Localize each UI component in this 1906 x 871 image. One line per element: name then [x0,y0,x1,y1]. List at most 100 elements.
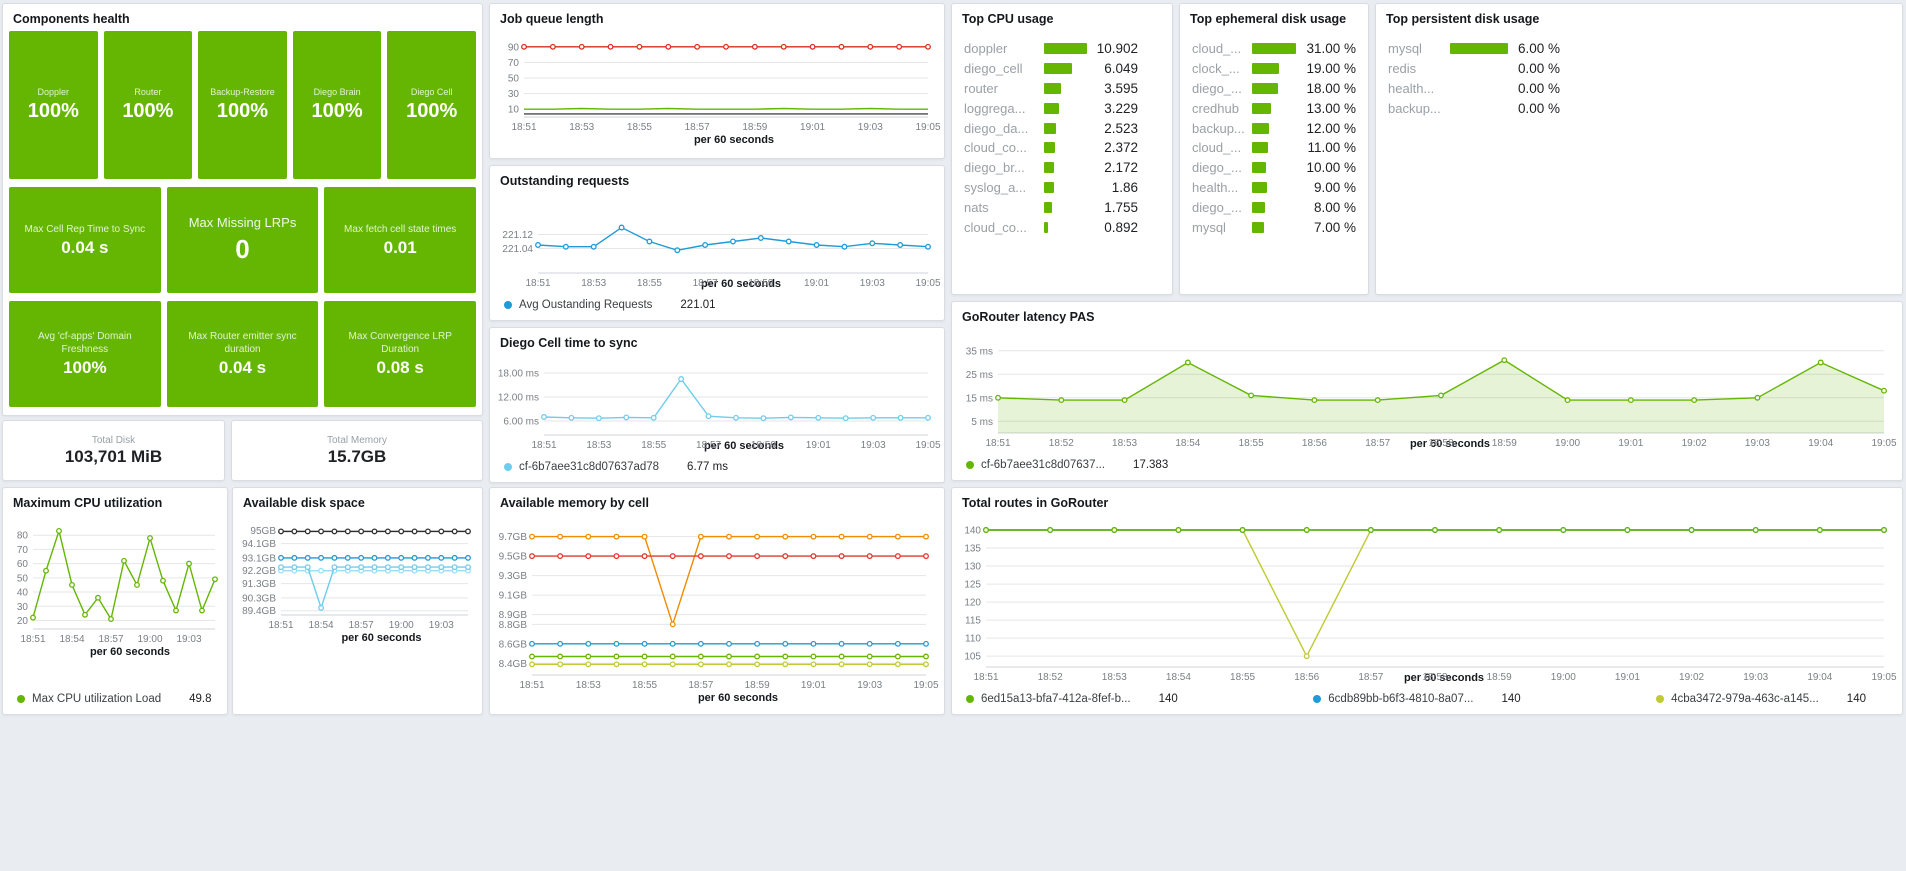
svg-text:9.7GB: 9.7GB [499,532,528,543]
barlist-row: diego_cell 6.049 [964,59,1138,79]
svg-text:19:02: 19:02 [1679,672,1704,683]
svg-text:90: 90 [508,42,520,53]
legend-dot-icon [1656,695,1665,703]
chart-legend: cf-6b7aee31c8d07637... 17.383 [952,456,1902,480]
svg-text:19:00: 19:00 [1555,438,1580,449]
svg-text:18:57: 18:57 [349,620,374,631]
barlist-row: diego_... 18.00 % [1192,79,1356,99]
barlist-bar [1044,82,1061,94]
tile-total-disk: Total Disk 103,701 MiB [2,420,225,481]
svg-text:50: 50 [508,74,520,85]
barlist-bar-track [1044,162,1094,174]
total-disk-label: Total Disk [91,434,136,446]
barlist-label: nats [964,199,989,215]
barlist-label: diego_... [1192,199,1242,215]
barlist-bar [1044,43,1087,55]
svg-text:19:03: 19:03 [1743,672,1768,683]
barlist-value: 18.00 % [1306,80,1356,96]
barlist-label: clock_... [1192,61,1240,77]
health-tile-max-cell-rep-time: Max Cell Rep Time to Sync 0.04 s [9,187,161,293]
barlist-bar-track [1044,102,1094,114]
svg-text:221.12: 221.12 [502,230,533,241]
panel-gorouter-latency-pas: GoRouter latency PAS 35 ms 25 ms 15 ms 5 ms… [951,301,1903,481]
svg-text:18:54: 18:54 [1175,438,1200,449]
barlist-label: diego_cell [964,61,1023,77]
svg-text:20: 20 [17,616,29,627]
svg-text:19:05: 19:05 [915,122,940,133]
panel-top-persistent-disk-usage: Top persistent disk usage mysql 6.00 % red… [1375,3,1903,295]
barlist-value: 6.049 [1104,61,1138,77]
health-tile-router-emitter-sync: Max Router emitter sync duration 0.04 s [166,301,319,407]
svg-text:6.00 ms: 6.00 ms [503,417,539,428]
panel-job-queue-length: Job queue length 10 30 50 70 90 18:51 18:53 18:… [489,3,945,159]
svg-text:70: 70 [508,58,520,69]
barlist-value: 0.00 % [1517,100,1560,116]
barlist-bar-track [1252,63,1296,75]
panel-title: Outstanding requests [500,174,630,188]
svg-text:9.5GB: 9.5GB [499,552,528,563]
barlist-value: 13.00 % [1306,100,1356,116]
chart-svg: 95GB 94.1GB 93.1GB 92.2GB 91.3GB 90.3GB 89.4GB… [242,526,471,631]
svg-text:18:51: 18:51 [973,672,998,683]
legend-item: 6ed15a13-bfa7-412a-8fef-b... 140 [966,693,1178,705]
barlist-row: mysql 6.00 % [1388,39,1560,59]
x-axis-label: per 60 seconds [1409,438,1491,450]
barlist-value: 1.86 [1111,179,1138,195]
svg-text:19:03: 19:03 [176,634,201,645]
svg-text:19:01: 19:01 [806,440,831,451]
svg-text:18:59: 18:59 [745,680,770,691]
health-tile-row-1: Doppler 100% Router 100% Backup-Restore … [9,31,476,179]
legend-value: 140 [1846,693,1866,705]
svg-text:140: 140 [964,526,981,537]
barlist-bar [1044,122,1056,134]
barlist-bar [1044,102,1059,114]
barlist-bar-track [1252,82,1296,94]
panel-title: Components health [13,12,130,26]
barlist-row: clock_... 19.00 % [1192,59,1356,79]
svg-text:35 ms: 35 ms [966,346,993,357]
tile-label: Diego Cell [410,86,453,97]
legend-value: 140 [1501,693,1521,705]
barlist-row: doppler 10.902 [964,39,1138,59]
barlist-value: 11.00 % [1307,140,1356,156]
health-tile-domain-freshness: Avg 'cf-apps' Domain Freshness 100% [9,301,161,407]
barlist-label: cloud_co... [964,140,1027,156]
barlist-row: cloud_co... 0.892 [964,217,1138,237]
svg-text:18:53: 18:53 [581,278,606,289]
svg-text:18:51: 18:51 [268,620,293,631]
barlist-bar [1044,63,1072,75]
barlist-bar [1044,142,1055,154]
svg-text:18:56: 18:56 [1302,438,1327,449]
barlist-bar-track [1252,122,1296,134]
barlist-bar-track [1252,201,1304,213]
legend-dot-icon [504,463,512,471]
svg-text:18:52: 18:52 [1038,672,1063,683]
barlist-label: cloud_... [1192,41,1242,57]
x-axis-label: per 60 seconds [693,134,775,146]
barlist-value: 10.902 [1096,41,1138,57]
tile-label: Doppler [37,86,70,97]
barlist-value: 10.00 % [1306,160,1356,176]
svg-text:18:53: 18:53 [569,122,594,133]
health-tile-diego-brain: Diego Brain 100% [292,31,382,179]
svg-text:18:53: 18:53 [586,440,611,451]
svg-text:18:55: 18:55 [1230,672,1255,683]
barlist-bar-track [1044,221,1094,233]
svg-text:19:00: 19:00 [389,620,414,631]
health-tile-diego-cell: Diego Cell 100% [387,31,476,179]
job-queue-chart: 10 30 50 70 90 18:51 18:53 18:55 18:57 18:59 19:01… [490,29,944,133]
tile-value: 0 [235,233,250,264]
legend-label: 6cdb89bb-b6f3-4810-8a07... [1328,693,1474,705]
tile-label: Backup-Restore [210,86,275,97]
svg-text:18:59: 18:59 [748,278,773,289]
barlist-label: diego_da... [964,120,1029,136]
barlist-bar [1252,221,1264,233]
barlist-bar-track [1450,43,1508,55]
svg-text:19:00: 19:00 [137,634,162,645]
barlist-label: cloud_co... [964,219,1027,235]
svg-text:10: 10 [508,105,520,116]
svg-text:9.1GB: 9.1GB [499,591,528,602]
barlist-row: nats 1.755 [964,197,1138,217]
barlist-row: health... 9.00 % [1192,178,1356,198]
